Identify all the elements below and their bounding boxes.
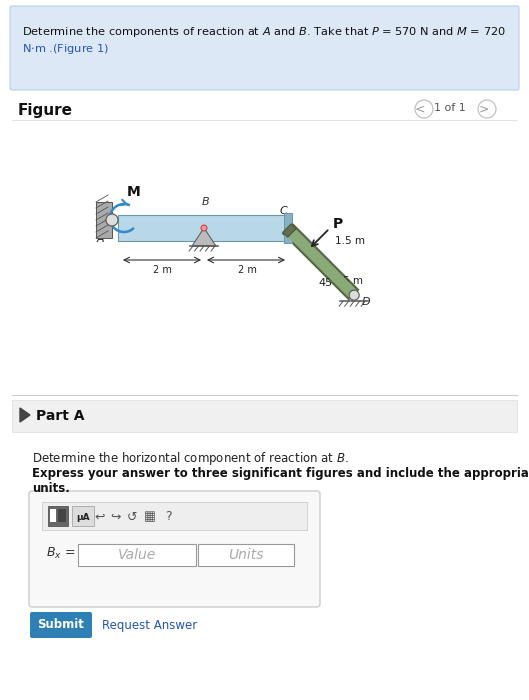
Text: ↪: ↪ xyxy=(111,510,121,524)
Text: Determine the components of reaction at $A$ and $B$. Take that $P$ = 570 N and $: Determine the components of reaction at … xyxy=(22,25,506,39)
Text: <: < xyxy=(415,103,425,116)
Text: 2 m: 2 m xyxy=(238,265,257,275)
Bar xyxy=(118,215,290,241)
Text: 1.5 m: 1.5 m xyxy=(333,276,362,286)
Bar xyxy=(284,213,292,243)
Text: Submit: Submit xyxy=(38,619,85,631)
Text: ▦: ▦ xyxy=(144,510,156,524)
Text: >: > xyxy=(479,103,489,116)
Text: M: M xyxy=(127,185,141,199)
Text: ↩: ↩ xyxy=(95,510,105,524)
Circle shape xyxy=(201,225,207,231)
Text: C: C xyxy=(279,206,287,216)
Text: B: B xyxy=(202,197,210,207)
Text: 2 m: 2 m xyxy=(152,265,171,275)
Bar xyxy=(96,202,112,238)
Bar xyxy=(42,502,307,530)
Bar xyxy=(48,506,68,526)
Bar xyxy=(78,544,196,566)
Text: Request Answer: Request Answer xyxy=(102,619,197,631)
Polygon shape xyxy=(20,408,30,422)
Text: ↺: ↺ xyxy=(127,510,137,524)
Text: units.: units. xyxy=(32,482,70,495)
Text: 45°: 45° xyxy=(318,278,338,288)
Text: $B_x$ =: $B_x$ = xyxy=(46,545,75,561)
Bar xyxy=(58,509,66,522)
Polygon shape xyxy=(192,228,216,246)
Bar xyxy=(198,544,294,566)
Text: Units: Units xyxy=(228,548,264,562)
Circle shape xyxy=(349,290,359,300)
Text: μA: μA xyxy=(76,512,90,522)
FancyBboxPatch shape xyxy=(30,612,92,638)
Text: Value: Value xyxy=(118,548,156,562)
Text: D: D xyxy=(362,298,371,307)
FancyBboxPatch shape xyxy=(29,491,320,607)
Text: Determine the horizontal component of reaction at $B$.: Determine the horizontal component of re… xyxy=(32,450,349,467)
Text: P: P xyxy=(333,217,343,231)
Bar xyxy=(12,400,517,432)
Text: Express your answer to three significant figures and include the appropriate: Express your answer to three significant… xyxy=(32,467,529,480)
Text: ?: ? xyxy=(165,510,171,524)
Text: 1 of 1: 1 of 1 xyxy=(434,103,466,113)
Polygon shape xyxy=(283,224,296,237)
Text: Figure: Figure xyxy=(18,103,73,118)
Bar xyxy=(50,509,56,522)
Circle shape xyxy=(106,214,118,226)
Bar xyxy=(72,506,94,526)
Text: N$\cdot$m .(Figure 1): N$\cdot$m .(Figure 1) xyxy=(22,42,109,56)
Text: Part A: Part A xyxy=(36,409,85,423)
FancyBboxPatch shape xyxy=(10,6,519,90)
Text: A: A xyxy=(96,234,104,244)
Text: 1.5 m: 1.5 m xyxy=(334,236,364,246)
